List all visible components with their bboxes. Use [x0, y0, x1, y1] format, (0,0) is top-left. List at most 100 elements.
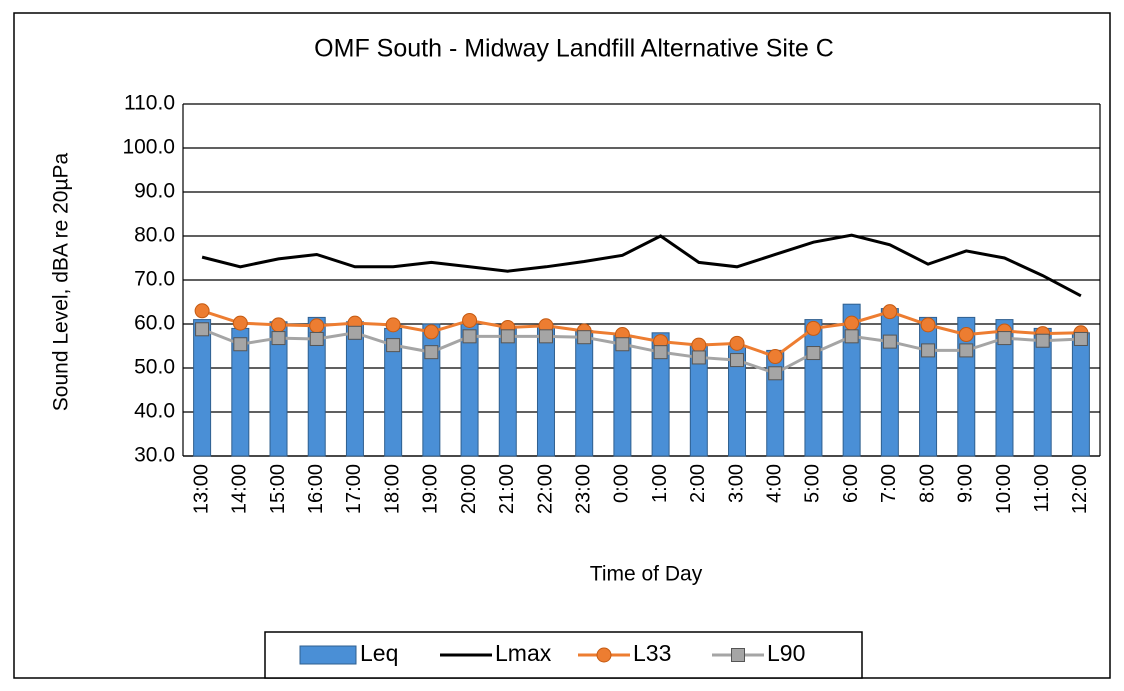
- legend-marker: [731, 648, 745, 662]
- bar: [995, 319, 1014, 457]
- data-point: [844, 329, 859, 344]
- x-tick-label: 16:00: [305, 464, 327, 514]
- data-point: [232, 315, 248, 331]
- data-point: [806, 346, 821, 361]
- data-point: [462, 329, 477, 344]
- y-tick-label: 70.0: [134, 268, 175, 291]
- y-axis-label: Sound Level, dBA re 20µPa: [50, 152, 73, 411]
- data-point: [423, 324, 439, 340]
- legend-label: L90: [767, 640, 805, 666]
- x-tick-label: 3:00: [725, 464, 747, 503]
- x-tick-label: 15:00: [267, 464, 289, 514]
- bar: [804, 319, 823, 457]
- y-tick-label: 60.0: [134, 312, 175, 335]
- data-point: [653, 345, 668, 360]
- x-tick-label: 20:00: [458, 464, 480, 514]
- data-point: [500, 329, 515, 344]
- y-tick-label: 80.0: [134, 224, 175, 247]
- data-point: [271, 317, 287, 333]
- bar: [193, 319, 212, 457]
- bar: [307, 316, 326, 457]
- data-point: [882, 304, 898, 320]
- data-point: [424, 345, 439, 360]
- data-point: [767, 349, 783, 365]
- legend-label: Lmax: [495, 640, 552, 666]
- x-tick-label: 11:00: [1031, 464, 1053, 513]
- legend-marker: [596, 647, 612, 663]
- data-point: [577, 330, 592, 345]
- y-tick-label: 90.0: [134, 180, 175, 203]
- x-tick-label: 7:00: [878, 464, 900, 503]
- y-tick-label: 110.0: [124, 92, 175, 115]
- data-point: [538, 329, 553, 344]
- bar: [498, 325, 517, 457]
- data-point: [959, 343, 974, 358]
- bar: [460, 323, 479, 457]
- x-tick-label: 8:00: [916, 464, 938, 503]
- data-point: [730, 353, 745, 368]
- x-tick-label: 5:00: [802, 464, 824, 503]
- x-tick-label: 13:00: [190, 464, 212, 514]
- data-point: [309, 331, 324, 346]
- x-tick-label: 19:00: [420, 464, 442, 514]
- data-point: [1073, 331, 1088, 346]
- data-point: [271, 331, 286, 346]
- bar: [422, 323, 441, 457]
- data-point: [615, 337, 630, 352]
- legend-swatch: [299, 645, 357, 665]
- x-tick-label: 21:00: [496, 464, 518, 514]
- line-series: [201, 233, 1082, 298]
- data-point: [233, 337, 248, 352]
- data-point: [1035, 333, 1050, 348]
- data-point: [194, 303, 210, 319]
- x-tick-label: 23:00: [572, 464, 594, 514]
- legend-label: L33: [633, 640, 671, 666]
- x-tick-label: 2:00: [687, 464, 709, 503]
- data-point: [691, 350, 706, 365]
- y-tick-label: 30.0: [134, 444, 175, 467]
- x-tick-label: 9:00: [955, 464, 977, 503]
- bar: [1071, 332, 1090, 457]
- x-tick-label: 22:00: [534, 464, 556, 514]
- data-point: [958, 327, 974, 343]
- y-tick-label: 100.0: [122, 136, 175, 159]
- data-point: [921, 343, 936, 358]
- data-point: [844, 315, 860, 331]
- bar: [536, 325, 555, 457]
- x-tick-label: 0:00: [611, 464, 633, 503]
- x-tick-label: 17:00: [343, 464, 365, 514]
- data-point: [882, 334, 897, 349]
- y-tick-label: 50.0: [134, 356, 175, 379]
- bar: [880, 308, 899, 457]
- x-tick-label: 1:00: [649, 464, 671, 503]
- bar: [919, 316, 938, 457]
- data-point: [462, 312, 478, 328]
- x-tick-label: 12:00: [1069, 464, 1091, 514]
- data-point: [386, 338, 401, 353]
- legend-label: Leq: [360, 640, 398, 666]
- bar: [345, 321, 364, 457]
- bar: [613, 334, 632, 457]
- data-point: [195, 322, 210, 337]
- x-tick-label: 18:00: [381, 464, 403, 514]
- data-point: [997, 331, 1012, 346]
- data-point: [805, 320, 821, 336]
- x-tick-label: 14:00: [229, 464, 251, 514]
- data-point: [768, 366, 783, 381]
- chart-title: OMF South - Midway Landfill Alternative …: [314, 35, 834, 63]
- y-tick-label: 40.0: [134, 400, 175, 423]
- x-tick-label: 4:00: [764, 464, 786, 503]
- x-tick-label: 6:00: [840, 464, 862, 503]
- chart-frame: [13, 12, 1111, 679]
- x-axis-label: Time of Day: [590, 563, 703, 586]
- data-point: [920, 317, 936, 333]
- data-point: [729, 335, 745, 351]
- bar: [575, 330, 594, 457]
- bar: [651, 332, 670, 457]
- data-point: [691, 337, 707, 353]
- data-point: [347, 325, 362, 340]
- bar: [766, 349, 785, 457]
- x-tick-label: 10:00: [993, 464, 1015, 514]
- data-point: [385, 317, 401, 333]
